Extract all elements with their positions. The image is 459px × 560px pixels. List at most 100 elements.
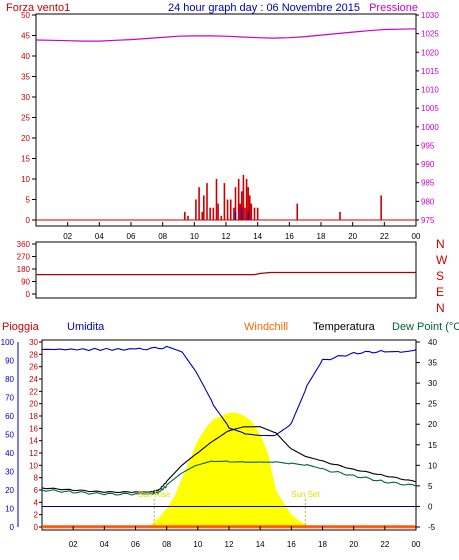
bottom-x-tick-label: 00 bbox=[412, 540, 421, 549]
compass-label: E bbox=[436, 285, 444, 299]
dewpoint-line bbox=[41, 460, 417, 496]
humidity-line bbox=[41, 345, 417, 437]
humidity-tick-label: 70 bbox=[5, 394, 14, 403]
wind-tick-label: 40 bbox=[21, 52, 30, 61]
direction-tick-label: 180 bbox=[17, 265, 31, 274]
rain-tick-label: 2 bbox=[34, 511, 39, 520]
rain-tick-label: 16 bbox=[29, 424, 38, 433]
sun-rise-label: Sun Rise bbox=[138, 490, 171, 499]
humidity-tick-label: 40 bbox=[5, 449, 14, 458]
humidity-label: Umidita bbox=[67, 321, 105, 333]
top-x-tick-label: 06 bbox=[127, 232, 136, 241]
rain-tick-label: 30 bbox=[29, 338, 38, 347]
direction-tick-label: 90 bbox=[21, 278, 30, 287]
solar-radiation-area bbox=[151, 412, 307, 527]
wind-tick-label: 30 bbox=[21, 93, 30, 102]
humidity-tick-label: 60 bbox=[5, 412, 14, 421]
pressure-tick-label: 990 bbox=[421, 160, 435, 169]
humidity-tick-label: 30 bbox=[5, 468, 14, 477]
temperature-tick-label: 10 bbox=[428, 461, 437, 470]
humidity-tick-label: 80 bbox=[5, 375, 14, 384]
pressure-tick-label: 1010 bbox=[421, 86, 439, 95]
top-x-tick-label: 08 bbox=[158, 232, 167, 241]
sun-set-label: Sun Set bbox=[291, 490, 320, 499]
wind-tick-label: 50 bbox=[21, 11, 30, 20]
pressure-tick-label: 1030 bbox=[421, 11, 439, 20]
bottom-x-tick-label: 06 bbox=[131, 540, 140, 549]
wind-tick-label: 45 bbox=[21, 32, 30, 41]
temperature-tick-label: 30 bbox=[428, 379, 437, 388]
temperature-tick-label: 25 bbox=[428, 400, 437, 409]
pressure-tick-label: 975 bbox=[421, 216, 435, 225]
pressure-tick-label: 1015 bbox=[421, 67, 439, 76]
rain-tick-label: 22 bbox=[29, 387, 38, 396]
temperature-tick-label: 35 bbox=[428, 359, 437, 368]
humidity-tick-label: 10 bbox=[5, 505, 14, 514]
top-x-tick-label: 12 bbox=[222, 232, 231, 241]
direction-tick-label: 360 bbox=[17, 240, 31, 249]
bottom-x-tick-label: 12 bbox=[225, 540, 234, 549]
rain-tick-label: 12 bbox=[29, 449, 38, 458]
temperature-label: Temperatura bbox=[313, 321, 376, 333]
rain-tick-label: 18 bbox=[29, 412, 38, 421]
bottom-x-tick-label: 04 bbox=[100, 540, 109, 549]
wind-direction-line bbox=[36, 271, 416, 276]
temperature-tick-label: 20 bbox=[428, 420, 437, 429]
wind-tick-label: 0 bbox=[26, 216, 31, 225]
top-x-tick-label: 04 bbox=[95, 232, 104, 241]
rain-tick-label: 0 bbox=[34, 523, 39, 532]
top-x-tick-label: 10 bbox=[190, 232, 199, 241]
bottom-x-tick-label: 20 bbox=[349, 540, 358, 549]
pressure-label: Pressione bbox=[369, 2, 418, 14]
wind-speed-label: Forza vento1 bbox=[6, 2, 70, 14]
rain-tick-label: 6 bbox=[34, 486, 39, 495]
rain-tick-label: 28 bbox=[29, 350, 38, 359]
dewpoint-label: Dew Point (°C bbox=[392, 321, 459, 333]
wind-tick-label: 35 bbox=[21, 73, 30, 82]
top-x-tick-label: 20 bbox=[348, 232, 357, 241]
rain-tick-label: 26 bbox=[29, 363, 38, 372]
pressure-line bbox=[35, 28, 417, 42]
direction-tick-label: 270 bbox=[17, 253, 31, 262]
compass-label: S bbox=[436, 269, 444, 283]
rain-tick-label: 8 bbox=[34, 474, 39, 483]
top-x-tick-label: 18 bbox=[317, 232, 326, 241]
pressure-tick-label: 1025 bbox=[421, 30, 439, 39]
pressure-tick-label: 985 bbox=[421, 179, 435, 188]
rain-tick-label: 14 bbox=[29, 437, 38, 446]
bottom-x-tick-label: 22 bbox=[380, 540, 389, 549]
wind-tick-label: 15 bbox=[21, 155, 30, 164]
wind-tick-label: 5 bbox=[26, 196, 31, 205]
humidity-tick-label: 50 bbox=[5, 431, 14, 440]
compass-label: W bbox=[436, 253, 448, 267]
rain-tick-label: 24 bbox=[29, 375, 38, 384]
rain-label: Pioggia bbox=[2, 321, 40, 333]
humidity-tick-label: 0 bbox=[10, 523, 15, 532]
temperature-tick-label: 0 bbox=[428, 502, 433, 511]
windchill-label: Windchill bbox=[244, 321, 288, 333]
rain-tick-label: 4 bbox=[34, 498, 39, 507]
compass-label: N bbox=[436, 237, 445, 251]
pressure-tick-label: 995 bbox=[421, 141, 435, 150]
pressure-tick-label: 1000 bbox=[421, 123, 439, 132]
top-x-tick-label: 00 bbox=[412, 232, 421, 241]
temperature-tick-label: 5 bbox=[428, 482, 433, 491]
compass-label: N bbox=[436, 301, 445, 315]
top-x-tick-label: 02 bbox=[63, 232, 72, 241]
pressure-tick-label: 980 bbox=[421, 197, 435, 206]
humidity-tick-label: 20 bbox=[5, 486, 14, 495]
bottom-x-tick-label: 02 bbox=[69, 540, 78, 549]
wind-tick-label: 10 bbox=[21, 175, 30, 184]
rain-tick-label: 20 bbox=[29, 400, 38, 409]
top-x-tick-label: 14 bbox=[253, 232, 262, 241]
direction-tick-label: 0 bbox=[26, 290, 31, 299]
rain-tick-label: 10 bbox=[29, 461, 38, 470]
bottom-x-tick-label: 08 bbox=[162, 540, 171, 549]
top-x-tick-label: 16 bbox=[285, 232, 294, 241]
graph-title: 24 hour graph day : 06 Novembre 2015 bbox=[168, 2, 360, 14]
temperature-line bbox=[41, 426, 417, 494]
wind-tick-label: 25 bbox=[21, 114, 30, 123]
temperature-tick-label: -5 bbox=[428, 523, 436, 532]
